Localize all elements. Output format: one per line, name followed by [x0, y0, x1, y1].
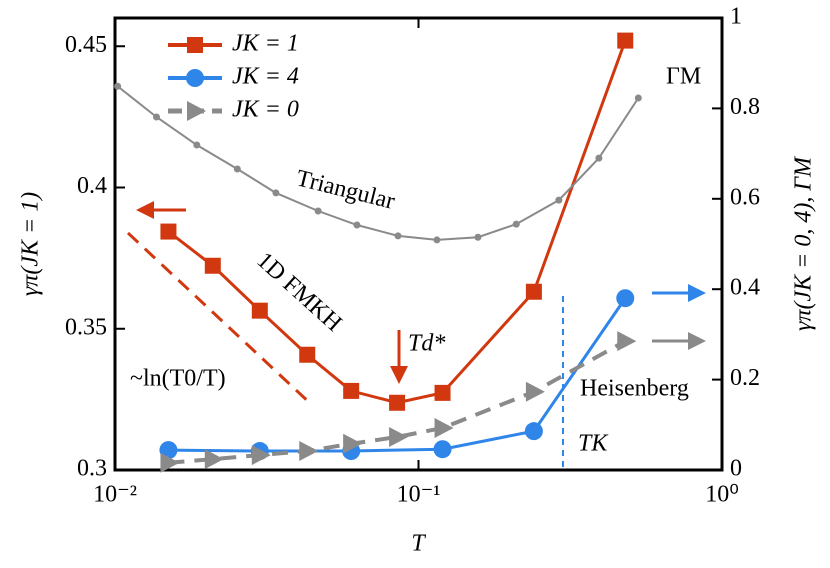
data-point	[251, 302, 268, 319]
y2-tick-label: 0.4	[730, 275, 760, 301]
data-point	[204, 449, 224, 470]
data-point	[634, 94, 642, 102]
series-line	[168, 297, 627, 453]
annotation: Heisenberg	[580, 376, 689, 402]
data-point	[233, 165, 241, 173]
plot-frame	[113, 16, 724, 472]
data-point	[433, 236, 441, 244]
data-point	[524, 422, 543, 441]
y2-tick-label: 0.6	[730, 184, 760, 210]
y-tick-label: 0.35	[65, 314, 107, 340]
y-tick-label: 0.3	[77, 456, 107, 482]
data-point	[314, 207, 322, 215]
legend-label: JK = 0	[232, 97, 299, 123]
data-point	[617, 32, 634, 49]
y2-axis-label: γπ(JK = 0, 4), ΓM	[791, 155, 817, 331]
data-point	[434, 384, 451, 401]
data-point	[555, 196, 563, 204]
annotation: ~ln(T0/T)	[130, 366, 226, 392]
data-point	[299, 346, 316, 363]
legend-marker	[187, 37, 203, 53]
y-tick-label: 0.45	[65, 32, 107, 58]
data-point	[616, 289, 635, 308]
data-point	[343, 433, 363, 454]
arrows	[136, 201, 706, 384]
data-point	[204, 257, 221, 274]
slope-guide	[126, 231, 314, 407]
annotation: ΓM	[666, 64, 701, 90]
x-axis-label: T	[411, 531, 426, 557]
data-point	[474, 233, 482, 241]
data-point	[343, 382, 360, 399]
data-point	[299, 441, 319, 462]
data-point	[617, 331, 637, 352]
data-point	[114, 82, 122, 90]
legend-label: JK = 1	[232, 31, 299, 57]
series-line	[167, 40, 627, 405]
legend-marker	[186, 69, 204, 87]
data-point	[353, 221, 361, 229]
y-axis-label: γπ(JK = 1)	[18, 192, 44, 296]
y2-tick-label: 0.2	[730, 365, 760, 391]
y-tick-label: 0.4	[77, 173, 107, 199]
y2-tick-label: 0.8	[730, 94, 760, 120]
data-point	[251, 445, 271, 466]
data-point	[272, 189, 280, 197]
y2-tick-label: 1	[730, 4, 742, 30]
data-point	[595, 154, 603, 162]
data-point	[152, 113, 160, 121]
data-point	[434, 417, 454, 438]
data-point	[389, 427, 409, 448]
annotation: 1D FMKH	[251, 247, 346, 336]
data-point	[433, 440, 452, 459]
annotation: Td*	[408, 331, 445, 357]
legend-marker	[187, 101, 206, 121]
data-point	[193, 141, 201, 149]
y2-tick-label: 0	[730, 456, 742, 482]
data-point	[389, 394, 406, 411]
data-point	[160, 223, 177, 240]
series-line	[116, 85, 640, 241]
data-point	[525, 283, 542, 300]
x-tick-label: 10⁰	[705, 482, 739, 508]
data-point	[525, 381, 545, 402]
annotation: TK	[578, 431, 609, 457]
legend-label: JK = 4	[232, 64, 299, 90]
x-tick-label: 10⁻²	[93, 482, 137, 508]
data-point	[512, 220, 520, 228]
x-tick-label: 10⁻¹	[397, 482, 441, 508]
data-point	[394, 232, 402, 240]
data-point	[160, 452, 180, 473]
